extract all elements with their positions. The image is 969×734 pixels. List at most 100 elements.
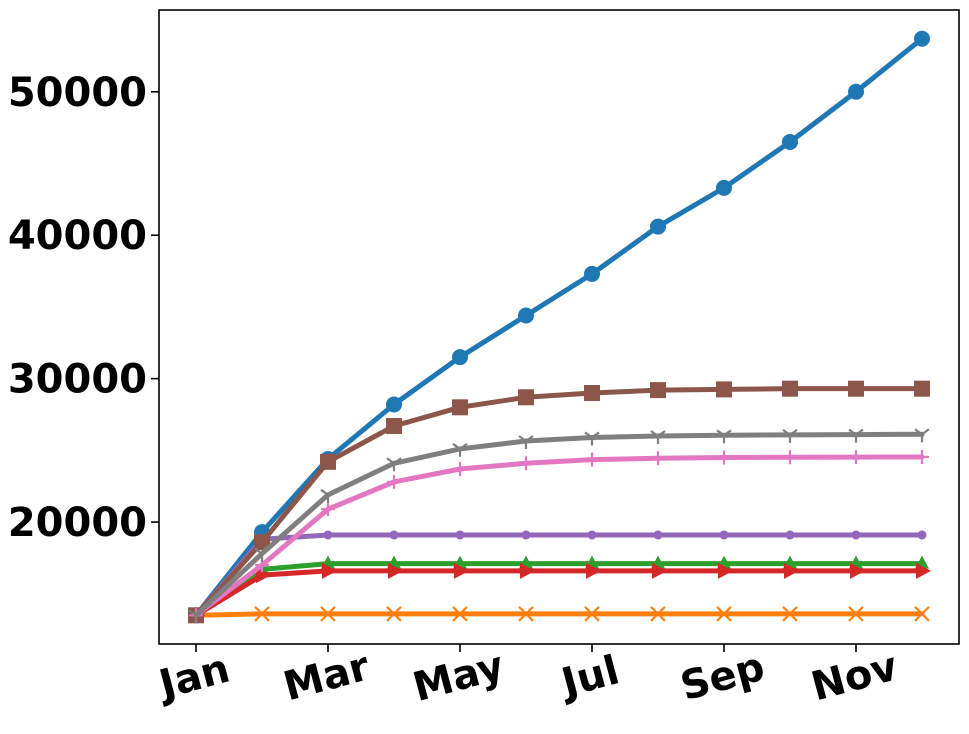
data-point	[782, 606, 798, 622]
series-line	[193, 454, 925, 618]
data-point	[321, 502, 335, 517]
data-point	[717, 450, 731, 465]
data-point	[914, 380, 930, 397]
series-line	[193, 431, 925, 618]
data-point	[584, 431, 600, 446]
data-point	[254, 534, 270, 551]
data-point	[848, 606, 864, 622]
series-1	[188, 606, 930, 624]
data-point	[320, 488, 336, 503]
data-point	[519, 456, 533, 471]
data-point	[849, 450, 863, 465]
series-5	[188, 380, 930, 624]
y-tick-label: 30000	[8, 357, 147, 403]
x-axis: Jan Mar May Jul Sep Nov	[152, 643, 903, 711]
data-point	[518, 435, 534, 450]
data-point	[254, 606, 270, 622]
data-point	[320, 453, 336, 470]
data-point	[650, 218, 666, 235]
data-point	[389, 530, 399, 540]
data-point	[718, 562, 733, 579]
data-point	[452, 443, 468, 457]
data-point	[650, 430, 666, 445]
series-6	[189, 449, 929, 623]
data-point	[785, 530, 795, 540]
data-point	[915, 449, 929, 464]
data-point	[782, 380, 798, 397]
data-point	[453, 462, 467, 477]
data-point	[914, 428, 930, 443]
data-point	[850, 562, 865, 579]
data-point	[716, 429, 732, 444]
y-tick-label: 40000	[8, 213, 147, 259]
series-layer	[188, 30, 931, 624]
data-point	[584, 384, 600, 401]
series-7	[188, 428, 930, 624]
data-point	[650, 606, 666, 622]
x-tick-label: Nov	[807, 643, 903, 710]
data-point	[518, 307, 534, 324]
data-point	[653, 530, 663, 540]
data-point	[783, 450, 797, 465]
data-point	[188, 609, 204, 624]
series-line	[193, 568, 925, 618]
data-point	[716, 179, 732, 196]
y-axis: 20000 30000 40000 50000	[8, 70, 159, 546]
plot-frame	[158, 9, 960, 645]
x-tick-label: Sep	[676, 644, 770, 710]
data-point	[719, 530, 729, 540]
data-point	[584, 606, 600, 622]
data-point	[650, 382, 666, 399]
data-point	[848, 380, 864, 397]
data-point	[651, 451, 665, 466]
data-point	[584, 265, 600, 282]
series-line	[193, 36, 925, 618]
data-point	[784, 562, 799, 579]
data-point	[914, 30, 930, 47]
data-point	[388, 562, 403, 579]
series-4	[191, 530, 927, 620]
data-point	[256, 567, 271, 584]
data-point	[848, 428, 864, 443]
data-point	[716, 381, 732, 398]
data-point	[452, 606, 468, 622]
data-point	[914, 606, 930, 622]
series-3	[190, 562, 931, 624]
data-point	[782, 428, 798, 443]
data-point	[322, 562, 337, 579]
data-point	[586, 562, 601, 579]
data-point	[917, 530, 927, 540]
series-line	[193, 386, 925, 618]
x-tick-label: Jul	[554, 647, 624, 707]
data-point	[782, 133, 798, 150]
data-point	[387, 474, 401, 489]
y-tick-label: 50000	[8, 70, 147, 116]
data-point	[851, 530, 861, 540]
series-2	[189, 555, 929, 621]
data-point	[848, 83, 864, 100]
data-point	[320, 606, 336, 622]
data-point	[386, 457, 402, 472]
data-point	[386, 606, 402, 622]
data-point	[916, 562, 931, 579]
data-point	[652, 562, 667, 579]
data-point	[254, 547, 270, 562]
data-point	[520, 562, 535, 579]
y-tick-label: 20000	[8, 500, 147, 546]
data-point	[454, 562, 469, 579]
series-line	[193, 611, 925, 618]
data-point	[455, 530, 465, 540]
series-line	[193, 532, 925, 618]
data-point	[518, 606, 534, 622]
data-point	[518, 389, 534, 406]
data-point	[323, 530, 333, 540]
x-tick-label: Jan	[152, 646, 235, 709]
data-point	[716, 606, 732, 622]
data-point	[386, 396, 402, 413]
data-point	[521, 530, 531, 540]
x-tick-label: May	[408, 643, 508, 711]
data-point	[585, 452, 599, 467]
data-point	[452, 349, 468, 366]
x-tick-label: Mar	[279, 643, 375, 710]
